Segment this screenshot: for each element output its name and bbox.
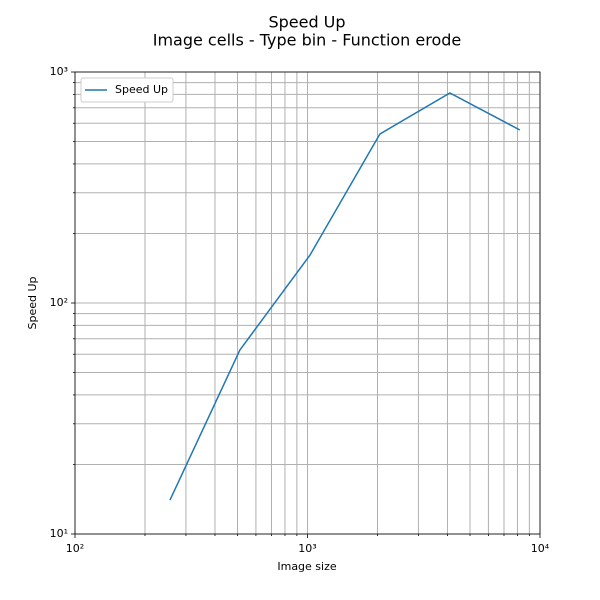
legend-label: Speed Up (115, 83, 168, 96)
x-tick-label: 10⁴ (531, 542, 550, 555)
chart-subtitle: Image cells - Type bin - Function erode (153, 31, 462, 50)
plot-frame (74, 71, 541, 535)
x-tick-label: 10³ (298, 542, 316, 555)
y-tick-label: 10³ (50, 65, 68, 78)
x-axis-label: Image size (277, 560, 337, 573)
y-tick-label: 10² (50, 296, 68, 309)
y-tick-label: 10¹ (50, 527, 68, 540)
data-line (169, 92, 521, 501)
y-axis-label: Speed Up (26, 276, 39, 329)
x-tick-label: 10² (66, 542, 84, 555)
chart-title: Speed Up (268, 13, 345, 32)
legend-box (80, 77, 174, 103)
